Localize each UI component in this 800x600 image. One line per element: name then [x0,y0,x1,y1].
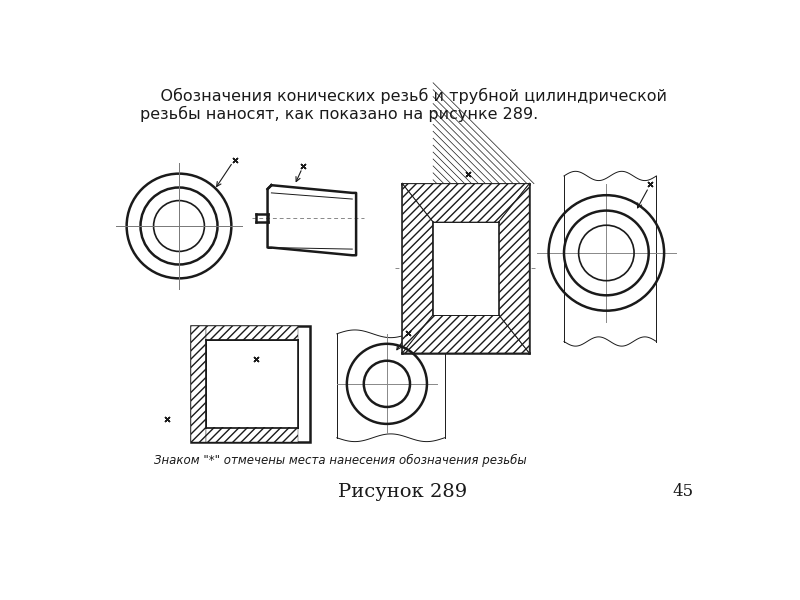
Bar [206,340,298,428]
Text: Знаком "*" отмечены места нанесения обозначения резьбы: Знаком "*" отмечены места нанесения обоз… [154,454,527,467]
Polygon shape [402,314,530,353]
Polygon shape [190,326,206,442]
Text: 45: 45 [673,483,694,500]
Bar [206,341,298,427]
Polygon shape [206,428,298,442]
Polygon shape [498,184,530,353]
Polygon shape [206,326,298,340]
Text: Рисунок 289: Рисунок 289 [338,482,467,500]
Bar [190,326,310,442]
Polygon shape [402,184,530,222]
Bar [206,340,298,428]
Text: Обозначения конических резьб и трубной цилиндрической
резьбы наносят, как показа: Обозначения конических резьб и трубной ц… [141,88,667,122]
Polygon shape [402,184,433,353]
Polygon shape [433,222,498,314]
